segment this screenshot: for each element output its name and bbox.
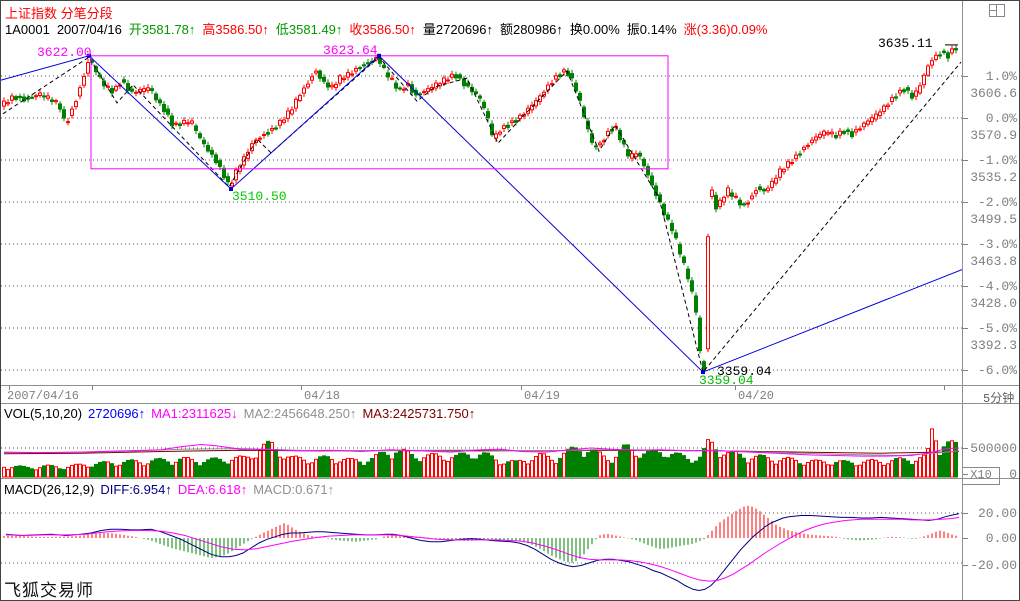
macd-axis-label: -20.00 — [970, 558, 1017, 573]
quote-date: 2007/04/16 — [56, 22, 122, 37]
axis-tick — [963, 286, 968, 287]
volume-ma-field: MA2:2456648.250↑ — [243, 406, 357, 421]
axis-tick — [963, 565, 968, 566]
x-axis-label: 04/20 — [738, 389, 775, 403]
app-watermark: 飞狐交易师 — [4, 581, 94, 600]
x-axis-tick — [301, 386, 302, 390]
volume-chart[interactable] — [1, 404, 963, 479]
x-axis-label: 04/19 — [524, 389, 561, 403]
axis-separator-line — [962, 1, 963, 600]
volume-bars — [2, 428, 958, 478]
quote-field: 量2720696↑ — [422, 22, 494, 37]
axis-price-label: 3606.6 — [970, 86, 1017, 101]
axis-pct-label: -4.0% — [977, 279, 1017, 294]
page-title: 上证指数 分笔分段 — [5, 6, 113, 21]
macd-chart[interactable] — [1, 479, 963, 600]
macd-value-field: DEA:6.618↑ — [177, 482, 248, 497]
quote-field: 开3581.78↑ — [128, 22, 196, 37]
axis-price-label: 3392.3 — [970, 338, 1017, 353]
axis-pct-label: 1.0% — [985, 69, 1017, 84]
volume-ma-field: 2720696↑ — [88, 406, 146, 421]
axis-price-label: 3463.8 — [970, 254, 1017, 269]
axis-pct-label: -3.0% — [977, 237, 1017, 252]
axis-price-label: 3535.2 — [970, 170, 1017, 185]
macd-value-field: DIFF:6.954↑ — [100, 482, 172, 497]
x-axis-tick — [735, 386, 736, 390]
quote-field: 收3586.50↑ — [349, 22, 416, 37]
axis-pct-label: -6.0% — [977, 363, 1017, 378]
axis-tick — [963, 474, 968, 475]
axis-price-label: 3570.9 — [970, 128, 1017, 143]
axis-tick — [963, 118, 968, 119]
macd-indicator-name: MACD(26,12,9) — [4, 482, 95, 497]
axis-tick — [963, 244, 968, 245]
axis-tick — [963, 160, 968, 161]
period-day-icon[interactable] — [989, 4, 1005, 17]
x-axis-label: 04/18 — [304, 389, 341, 403]
separator-line — [1, 385, 1019, 386]
macd-value-field: MACD:0.671↑ — [253, 482, 335, 497]
macd-axis-label: 0.00 — [985, 531, 1017, 546]
quote-fields: 开3581.78↑ 高3586.50↑ 低3581.49↑ 收3586.50↑ 量272… — [129, 22, 775, 37]
x-axis-tick — [944, 386, 945, 390]
candles — [2, 44, 958, 374]
symbol-code: 1A0001 — [5, 22, 50, 37]
volume-ma-field: MA1:2311625↓ — [151, 406, 238, 421]
macd-axis-label: 20.00 — [977, 506, 1017, 521]
axis-tick — [963, 538, 968, 539]
quote-field: 涨(3.36)0.09% — [683, 22, 768, 37]
main-price-chart[interactable] — [1, 36, 963, 386]
axis-price-label: 3428.0 — [970, 296, 1017, 311]
axis-pct-label: -2.0% — [977, 195, 1017, 210]
axis-tick — [963, 76, 968, 77]
volume-grid-label: 500000 — [970, 441, 1017, 456]
x-axis-label: 2007/04/16 — [7, 389, 80, 403]
quote-field: 高3586.50↑ — [202, 22, 269, 37]
quote-field: 低3581.49↑ — [275, 22, 343, 37]
pivot-price-label: 3510.50 — [232, 189, 287, 204]
volume-indicator-name: VOL(5,10,20) — [4, 406, 83, 421]
axis-tick — [963, 328, 968, 329]
axis-price-label: 3499.5 — [970, 212, 1017, 227]
pivot-price-label: 3359.04 — [699, 373, 754, 388]
macd-histogram — [3, 505, 957, 563]
volume-ma-field: MA3:2425731.750↑ — [362, 406, 476, 421]
separator-line — [1, 478, 1019, 479]
separator-line — [1, 403, 1019, 404]
pivot-price-label: 3622.00 — [37, 45, 92, 60]
axis-tick — [963, 202, 968, 203]
volume-indicator-header: VOL(5,10,20) 2720696↑ MA1:2311625↓ MA2:2456… — [4, 406, 487, 421]
x-axis-tick — [9, 386, 10, 390]
axis-pct-label: -1.0% — [977, 153, 1017, 168]
pivot-price-label: 3635.11 — [878, 36, 933, 51]
quote-field: 振0.14% — [626, 22, 677, 37]
axis-tick — [963, 448, 968, 449]
pivot-price-label: 3623.64 — [323, 43, 378, 58]
axis-pct-label: 0.0% — [985, 111, 1017, 126]
x-axis-tick — [92, 386, 93, 390]
axis-tick — [963, 370, 968, 371]
quote-field: 额280986↑ — [500, 22, 563, 37]
x-axis-tick — [521, 386, 522, 390]
quote-bar: 1A0001 2007/04/16 开3581.78↑ 高3586.50↑ 低3581.… — [5, 19, 782, 38]
quote-field: 换0.00% — [569, 22, 620, 37]
axis-tick — [963, 513, 968, 514]
pivot-price-label: 3359.04 — [717, 364, 772, 379]
macd-indicator-header: MACD(26,12,9) DIFF:6.954↑ DEA:6.618↑ MACD:0… — [4, 482, 346, 497]
period-label: 5分钟 — [983, 392, 1015, 406]
axis-pct-label: -5.0% — [977, 321, 1017, 336]
volume-zero-label: 0 — [1009, 467, 1017, 482]
